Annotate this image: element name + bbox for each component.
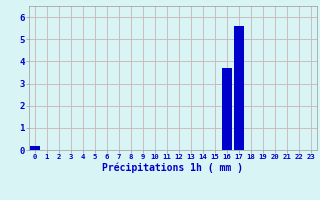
Bar	[234, 26, 244, 150]
X-axis label: Précipitations 1h ( mm ): Précipitations 1h ( mm )	[102, 163, 243, 173]
Bar	[222, 68, 232, 150]
Bar	[30, 146, 40, 150]
